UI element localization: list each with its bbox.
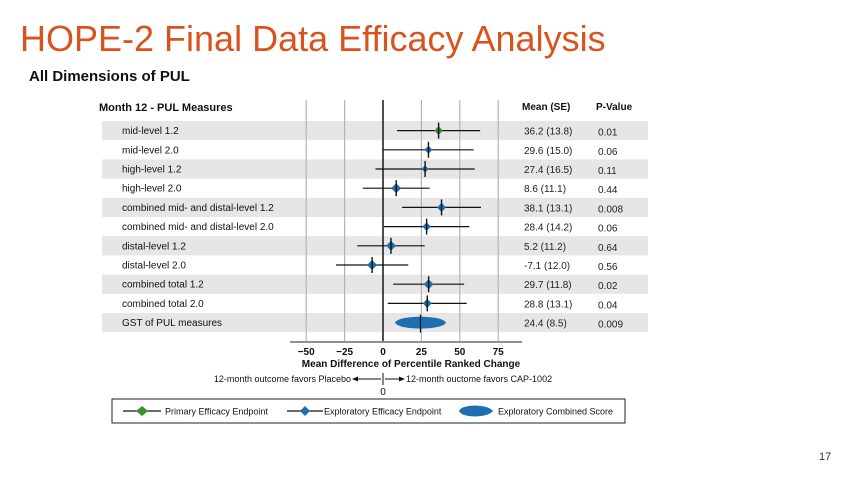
row-mean-se: 36.2 (13.8) xyxy=(524,127,572,138)
zero-label: 0 xyxy=(380,387,386,398)
row-pvalue: 0.11 xyxy=(598,166,617,177)
row-pvalue: 0.56 xyxy=(598,262,618,273)
row-label: mid-level 1.2 xyxy=(122,126,179,137)
right-arrow-head-icon xyxy=(399,376,405,382)
chart-title: Month 12 - PUL Measures xyxy=(99,102,233,114)
row-pvalue: 0.06 xyxy=(598,224,618,235)
row-mean-se: 29.7 (11.8) xyxy=(524,280,572,291)
row-mean-se: 8.6 (11.1) xyxy=(524,184,566,195)
legend-exploratory-diamond-icon xyxy=(300,406,310,416)
row-label: high-level 2.0 xyxy=(122,184,182,195)
row-label: combined total 2.0 xyxy=(122,299,204,310)
x-tick-label: 75 xyxy=(493,347,505,358)
legend-combined-diamond-icon xyxy=(459,405,493,417)
left-arrow-head-icon xyxy=(352,376,358,382)
page-number: 17 xyxy=(819,451,832,463)
row-shade xyxy=(102,274,648,294)
row-pvalue: 0.008 xyxy=(598,204,623,215)
row-label: combined mid- and distal-level 2.0 xyxy=(122,222,274,233)
x-tick-label: 50 xyxy=(454,347,466,358)
x-axis-label: Mean Difference of Percentile Ranked Cha… xyxy=(302,359,521,370)
row-label: combined total 1.2 xyxy=(122,280,204,291)
row-shade xyxy=(102,197,648,217)
row-labels: mid-level 1.2 36.2 (13.8) 0.01 mid-level 2.… xyxy=(122,126,623,331)
legend-primary-diamond-icon xyxy=(136,406,148,416)
x-tick-label: 0 xyxy=(380,347,386,358)
row-shade xyxy=(102,159,648,179)
legend-exploratory-label: Exploratory Efficacy Endpoint xyxy=(324,407,442,417)
slide-subtitle: All Dimensions of PUL xyxy=(29,68,190,85)
mean-se-header: Mean (SE) xyxy=(522,102,570,113)
row-label: distal-level 2.0 xyxy=(122,261,186,272)
row-label: high-level 1.2 xyxy=(122,165,182,176)
row-mean-se: 28.8 (13.1) xyxy=(524,299,572,310)
row-pvalue: 0.02 xyxy=(598,281,618,292)
x-tick-label: 25 xyxy=(416,347,428,358)
row-mean-se: 27.4 (16.5) xyxy=(524,165,572,176)
row-label: GST of PUL measures xyxy=(122,318,222,329)
x-axis: −50 −25 0 25 50 75 xyxy=(290,341,522,358)
gridlines xyxy=(305,100,499,341)
favors-cap1002-label: 12-month ouctome favors CAP-1002 xyxy=(406,374,552,384)
pvalue-header: P-Value xyxy=(596,102,633,113)
row-pvalue: 0.44 xyxy=(598,185,618,196)
row-mean-se: 28.4 (14.2) xyxy=(524,223,572,234)
slide-title: HOPE-2 Final Data Efficacy Analysis xyxy=(20,18,606,59)
x-tick-label: −25 xyxy=(336,347,353,358)
row-pvalue: 0.009 xyxy=(598,320,623,331)
x-tick-label: −50 xyxy=(298,347,315,358)
row-mean-se: -7.1 (12.0) xyxy=(524,261,570,272)
plot-marks xyxy=(335,122,481,333)
row-mean-se: 29.6 (15.0) xyxy=(524,146,572,157)
row-mean-se: 38.1 (13.1) xyxy=(524,203,572,214)
row-pvalue: 0.06 xyxy=(598,147,618,158)
row-label: combined mid- and distal-level 1.2 xyxy=(122,203,274,214)
row-label: distal-level 1.2 xyxy=(122,241,186,252)
row-pvalue: 0.01 xyxy=(598,128,618,139)
row-pvalue: 0.04 xyxy=(598,300,618,311)
row-shade xyxy=(102,313,648,333)
legend: Primary Efficacy Endpoint Exploratory Ef… xyxy=(111,398,626,424)
legend-primary-label: Primary Efficacy Endpoint xyxy=(165,407,268,417)
row-mean-se: 5.2 (11.2) xyxy=(524,242,566,253)
legend-combined-label: Exploratory Combined Score xyxy=(498,407,613,417)
legend-box xyxy=(111,398,626,424)
row-label: mid-level 2.0 xyxy=(122,145,179,156)
row-pvalue: 0.64 xyxy=(598,243,618,254)
row-mean-se: 24.4 (8.5) xyxy=(524,319,567,330)
favors-placebo-label: 12-month outcome favors Placebo xyxy=(214,374,351,384)
row-shade xyxy=(102,121,648,141)
direction-annotation: 12-month outcome favors Placebo 12-month… xyxy=(214,373,552,398)
